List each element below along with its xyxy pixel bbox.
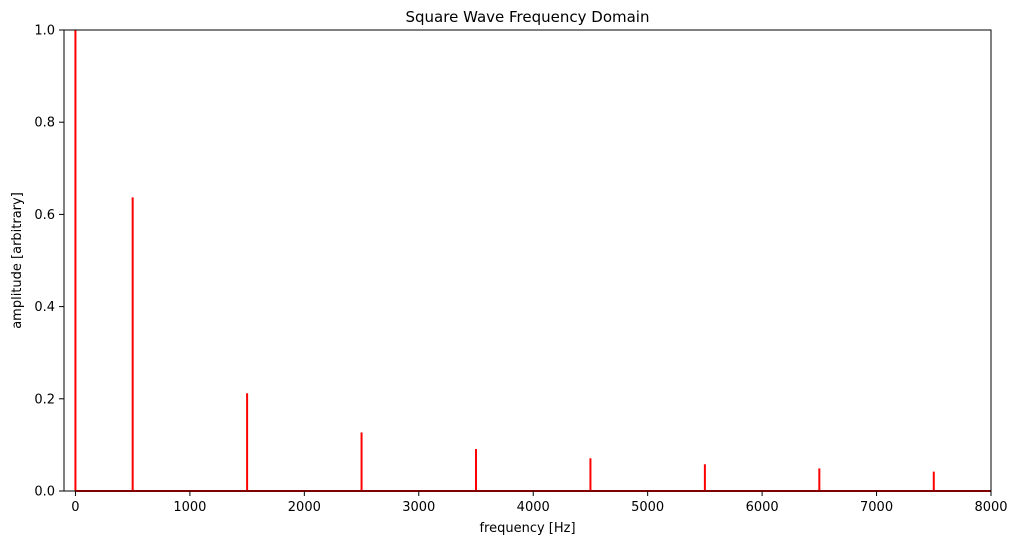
x-tick-label: 8000: [974, 500, 1007, 515]
y-tick-label: 0.8: [34, 116, 55, 131]
plot-frame: [63, 29, 992, 492]
x-axis-ticks: 0 1000 2000 3000 4000 5000 6000 7000 8000: [71, 491, 1008, 515]
x-tick-label: 3000: [402, 500, 435, 515]
x-tick-label: 4000: [517, 500, 550, 515]
x-tick-label: 5000: [631, 500, 664, 515]
x-tick-label: 2000: [288, 500, 321, 515]
x-axis-label: frequency [Hz]: [479, 521, 575, 536]
y-axis-label: amplitude [arbitrary]: [10, 192, 25, 329]
x-tick-label: 0: [71, 500, 79, 515]
y-axis-ticks: 0.0 0.2 0.4 0.6 0.8 1.0: [34, 24, 64, 500]
x-tick-label: 6000: [746, 500, 779, 515]
plot-content: [74, 30, 991, 492]
y-tick-label: 0.2: [34, 392, 55, 407]
x-tick-label: 1000: [173, 500, 206, 515]
x-tick-label: 7000: [860, 500, 893, 515]
y-tick-label: 0.6: [34, 208, 55, 223]
chart-title: Square Wave Frequency Domain: [406, 8, 650, 26]
y-tick-label: 0.4: [34, 300, 55, 315]
y-tick-label: 1.0: [34, 24, 55, 39]
y-tick-label: 0.0: [34, 485, 55, 500]
